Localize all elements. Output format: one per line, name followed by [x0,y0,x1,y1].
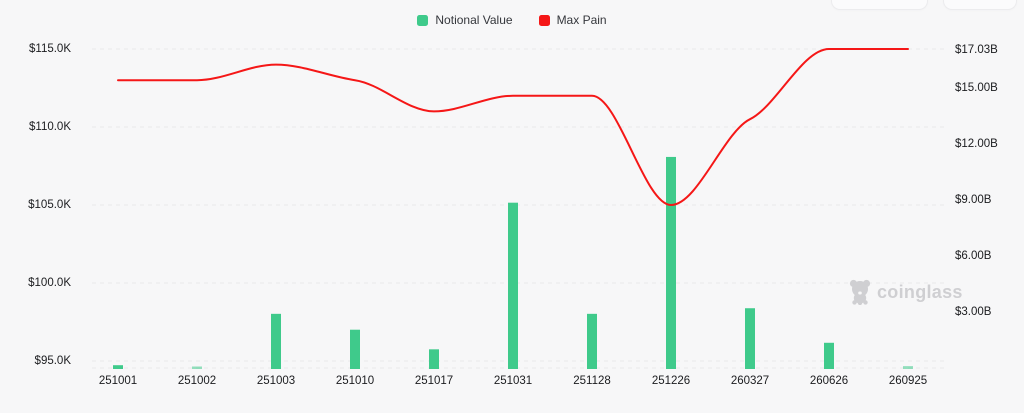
notional-axis-label: $17.03B [955,43,998,56]
notional-axis-label: $9.00B [955,193,992,206]
bar-260327[interactable] [745,308,755,369]
legend-item-max-pain[interactable]: Max Pain [538,13,607,27]
max-pain-line [117,47,909,207]
legend-item-notional-value[interactable]: Notional Value [417,13,513,27]
bar-251003[interactable] [271,313,281,369]
price-axis-label: $115.0K [29,43,71,55]
notional-axis-label: $6.00B [955,249,992,262]
bar-251017[interactable] [429,349,439,369]
bar-251010[interactable] [350,329,360,369]
x-axis-label-260626: 260626 [809,375,849,387]
bar-260626[interactable] [824,342,834,369]
x-axis-label-251003: 251003 [256,375,296,387]
bar-251002[interactable] [192,366,202,369]
x-axis-label-251010: 251010 [335,375,375,387]
notional-axis-label: $15.00B [955,81,998,94]
x-axis-label-260327: 260327 [730,375,770,387]
x-axis-label-251226: 251226 [651,375,691,387]
price-axis-label: $110.0K [29,121,71,133]
price-axis-label: $105.0K [28,199,71,211]
bar-260925[interactable] [903,366,913,369]
legend-label: Max Pain [556,13,607,27]
price-axis-label: $100.0K [28,277,71,289]
bar-251128[interactable] [587,313,597,369]
x-axis-label-251017: 251017 [414,375,454,387]
legend-swatch-icon [538,14,550,26]
x-axis-label-251002: 251002 [177,375,217,387]
legend: Notional Value Max Pain [0,13,1024,27]
bar-251226[interactable] [666,156,676,369]
x-axis-label-260925: 260925 [888,375,928,387]
bar-251001[interactable] [113,365,123,369]
x-axis-label-251031: 251031 [493,375,533,387]
legend-swatch-icon [417,14,429,26]
notional-axis-label: $12.00B [955,137,998,150]
notional-axis-label: $3.00B [955,305,992,318]
bar-251031[interactable] [508,202,518,369]
price-axis-label: $95.0K [34,355,71,367]
legend-label: Notional Value [435,13,513,27]
x-axis-label-251001: 251001 [98,375,138,387]
x-axis-label-251128: 251128 [573,375,611,387]
